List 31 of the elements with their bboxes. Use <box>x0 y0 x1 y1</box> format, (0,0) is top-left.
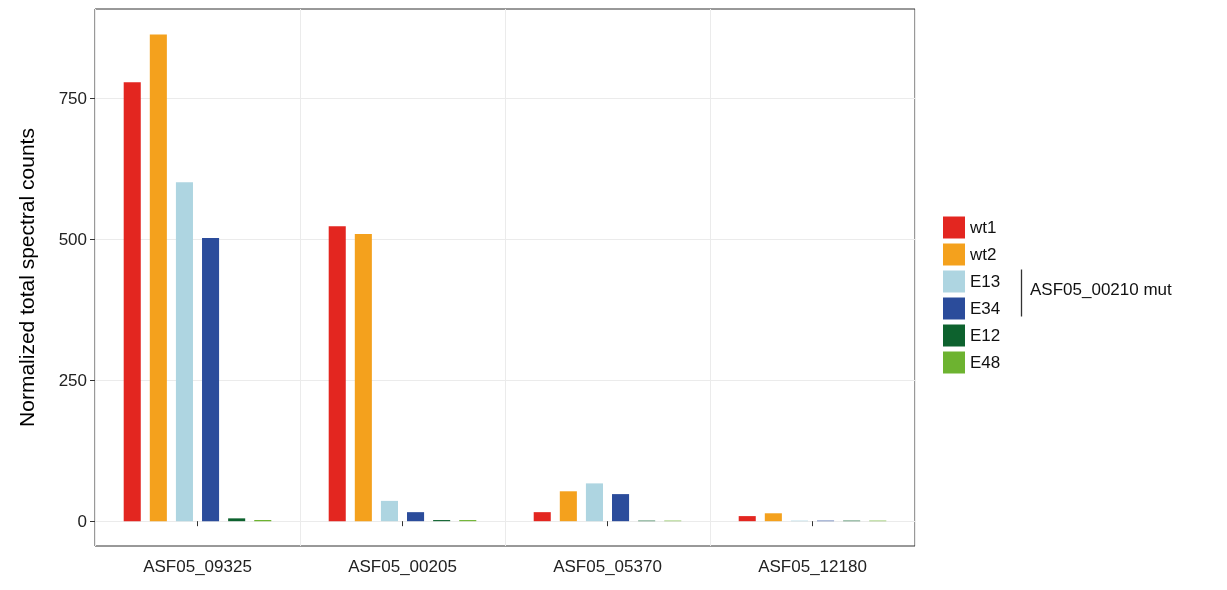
bar <box>175 182 193 522</box>
y-tick-label: 750 <box>58 88 87 108</box>
bar <box>533 512 551 522</box>
bar <box>149 34 167 522</box>
bar <box>764 513 782 522</box>
legend-label: wt2 <box>969 245 997 264</box>
x-tick-label: ASF05_12180 <box>758 557 867 576</box>
legend-label: E12 <box>970 326 1001 345</box>
bar <box>559 491 577 522</box>
y-tick-label: 0 <box>77 511 87 531</box>
legend-label: E13 <box>970 272 1001 291</box>
y-axis-title: Normalized total spectral counts <box>15 128 38 427</box>
bar <box>612 494 630 522</box>
bar <box>328 226 346 522</box>
bar <box>738 516 756 522</box>
x-tick-label: ASF05_00205 <box>348 557 457 576</box>
legend-label: E34 <box>970 299 1001 318</box>
x-tick-label: ASF05_09325 <box>143 557 252 576</box>
bar <box>407 512 425 522</box>
x-tick-label: ASF05_05370 <box>553 557 662 576</box>
text: ASF05_00210 mut <box>1030 280 1173 299</box>
bar <box>354 234 372 522</box>
bar <box>380 500 398 522</box>
bar <box>123 82 141 522</box>
bar <box>585 483 603 522</box>
y-tick-label: 250 <box>58 370 87 390</box>
y-tick-label: 500 <box>58 229 87 249</box>
bar <box>202 238 220 522</box>
bar <box>228 518 246 522</box>
legend-label: wt1 <box>969 218 997 237</box>
legend-label: E48 <box>970 353 1001 372</box>
